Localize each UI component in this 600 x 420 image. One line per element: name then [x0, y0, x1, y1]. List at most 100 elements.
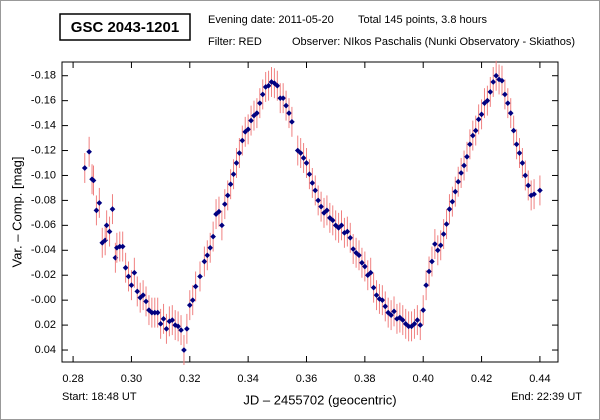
data-point: [131, 269, 138, 276]
data-point: [429, 258, 435, 265]
data-point: [186, 302, 193, 308]
x-tick-label: 0.32: [179, 373, 200, 385]
data-point: [414, 317, 421, 323]
data-point: [464, 153, 470, 160]
data-point: [143, 298, 149, 305]
data-point: [437, 242, 444, 249]
data-point: [303, 160, 310, 166]
data-point: [96, 200, 103, 206]
data-point: [478, 111, 485, 118]
data-point: [499, 77, 505, 84]
data-point: [160, 316, 167, 322]
data-point: [280, 95, 286, 101]
data-point: [356, 252, 362, 259]
plot-area: [61, 61, 559, 363]
data-point: [359, 259, 365, 266]
data-point: [493, 72, 499, 79]
data-point: [81, 165, 88, 171]
data-point: [125, 273, 132, 280]
y-tick-label: -0.04: [31, 244, 56, 256]
x-tick-label: 0.34: [237, 373, 258, 385]
data-point: [525, 182, 532, 189]
data-point: [519, 160, 526, 166]
data-point: [537, 187, 543, 194]
data-point: [204, 252, 211, 259]
data-point: [116, 243, 123, 250]
data-point: [318, 203, 324, 210]
annotation: Observer: NIkos Paschalis (Nunki Observa…: [292, 36, 575, 48]
data-point: [169, 317, 176, 323]
data-point: [106, 228, 113, 235]
data-point: [274, 82, 281, 89]
data-point: [277, 95, 284, 101]
data-point: [362, 263, 368, 270]
annotation: Total 145 points, 3.8 hours: [358, 14, 488, 26]
data-point: [487, 89, 494, 95]
y-tick-label: -0.02: [31, 269, 56, 281]
data-point: [192, 283, 199, 290]
x-axis-label: JD – 2455702 (geocentric): [243, 392, 396, 407]
data-point: [128, 282, 135, 289]
data-point: [151, 309, 158, 316]
data-point: [490, 79, 497, 85]
y-tick-label: -0.18: [31, 70, 56, 82]
data-point: [230, 171, 237, 178]
data-point: [221, 201, 228, 207]
y-tick-label: -0.10: [31, 169, 56, 181]
x-tick-label: 0.42: [471, 373, 492, 385]
data-point: [140, 292, 146, 298]
data-point: [452, 188, 459, 195]
data-point: [504, 100, 511, 106]
annotation: End: 22:39 UT: [511, 391, 582, 403]
data-point: [472, 127, 479, 134]
data-point: [426, 268, 432, 275]
title-box: [59, 13, 191, 41]
chart-title: GSC 2043-1201: [71, 19, 179, 36]
data-point: [157, 321, 164, 327]
data-point: [373, 292, 380, 298]
data-point: [300, 155, 307, 161]
data-point: [411, 321, 418, 327]
data-point: [286, 110, 292, 116]
data-point: [467, 141, 473, 148]
data-point: [283, 102, 289, 109]
y-tick-label: -0.00: [31, 294, 56, 306]
data-point: [458, 170, 464, 176]
data-point: [86, 148, 92, 155]
data-point: [446, 206, 453, 212]
data-point: [516, 150, 523, 156]
data-point: [224, 192, 231, 199]
data-point: [347, 234, 354, 241]
y-tick-label: -0.12: [31, 144, 56, 156]
data-point: [507, 110, 514, 116]
data-point: [197, 273, 203, 280]
annotation: Start: 18:48 UT: [62, 391, 137, 403]
data-point: [522, 172, 529, 179]
data-point: [367, 269, 374, 276]
x-tick-label: 0.40: [412, 373, 433, 385]
data-point: [440, 231, 447, 237]
y-tick-label: -0.08: [31, 194, 56, 206]
data-point: [154, 309, 161, 316]
data-point: [434, 247, 441, 254]
data-point: [502, 91, 508, 98]
data-point: [163, 326, 170, 332]
y-tick-label: 0.04: [35, 344, 56, 356]
data-point: [297, 150, 304, 156]
data-point: [423, 282, 429, 289]
data-point: [306, 171, 313, 178]
data-point: [350, 246, 357, 252]
data-point: [379, 297, 386, 303]
data-point: [391, 308, 397, 315]
data-point: [510, 127, 517, 134]
data-point: [531, 191, 537, 197]
data-point: [338, 222, 345, 229]
data-point: [227, 181, 234, 188]
data-point: [475, 116, 482, 123]
x-tick-label: 0.38: [354, 373, 375, 385]
data-point: [315, 197, 321, 204]
y-tick-label: -0.06: [31, 219, 56, 231]
data-point: [248, 117, 254, 124]
data-point: [329, 217, 336, 224]
